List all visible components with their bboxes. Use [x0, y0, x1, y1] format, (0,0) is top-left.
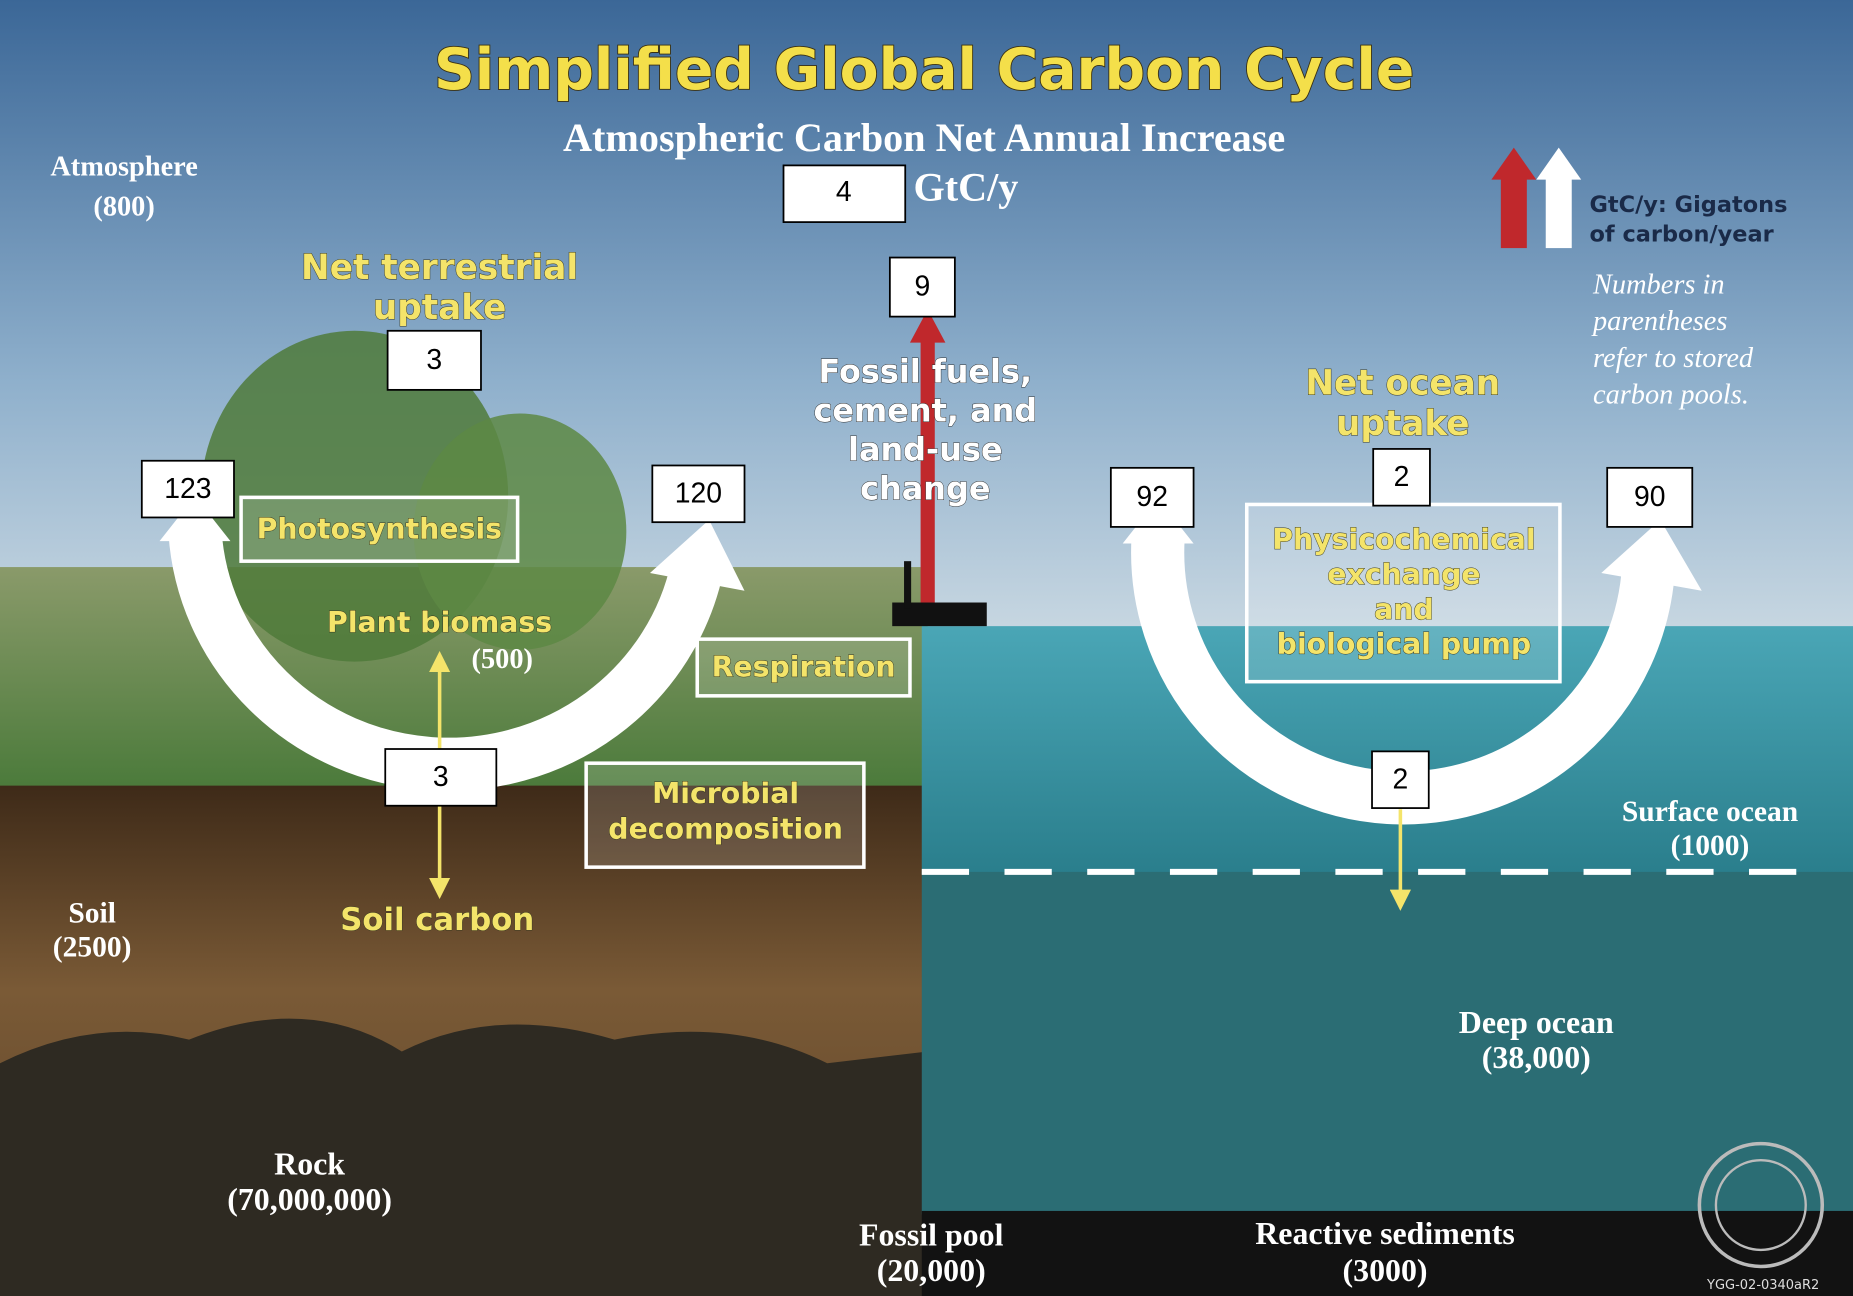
flow-label: Net ocean	[1305, 364, 1500, 404]
flow-box	[782, 164, 907, 223]
flow-box	[1109, 466, 1195, 528]
note-line: Numbers in	[1592, 270, 1725, 301]
flow-box	[384, 748, 498, 807]
process-label: biological pump	[1277, 628, 1532, 661]
flow-label: uptake	[373, 288, 507, 328]
flow-label: uptake	[1336, 404, 1470, 444]
flow-box	[888, 256, 956, 318]
flow-label: cement, and	[813, 391, 1037, 429]
pool-amount: (70,000,000)	[227, 1182, 392, 1217]
pool-amount: (500)	[472, 644, 533, 675]
pool-amount: (1000)	[1671, 830, 1750, 862]
flow-label: Net terrestrial	[301, 248, 578, 288]
note-line: parentheses	[1591, 306, 1727, 337]
process-label: exchange	[1327, 558, 1480, 591]
pool-name: Soil	[68, 897, 116, 929]
process-label: Soil carbon	[340, 902, 534, 938]
flow-label: Fossil fuels,	[819, 352, 1033, 390]
title: Simplified Global Carbon Cycle	[434, 37, 1414, 103]
pool-amount: (38,000)	[1482, 1040, 1591, 1075]
note-line: refer to stored	[1593, 343, 1754, 374]
flow-box	[386, 329, 482, 391]
unit: GtC/y	[914, 165, 1019, 210]
note-line: carbon pools.	[1593, 379, 1749, 410]
flow-box	[651, 464, 746, 524]
flow-value: 3	[433, 761, 449, 793]
pool-name: Fossil pool	[859, 1217, 1004, 1252]
process-label: and	[1374, 593, 1434, 626]
pool-name: Plant biomass	[327, 606, 552, 639]
code: YGG-02-0340aR2	[1706, 1278, 1819, 1293]
flow-box	[1371, 750, 1430, 809]
pool-amount: (3000)	[1343, 1253, 1428, 1288]
pool-name: Surface ocean	[1622, 796, 1798, 828]
pool-name: Deep ocean	[1459, 1005, 1614, 1040]
pool-amount: (800)	[93, 192, 154, 223]
flow-label: change	[860, 469, 990, 507]
process-label: Microbial	[652, 777, 799, 810]
flow-box	[140, 459, 235, 519]
flow-value: 120	[675, 477, 722, 509]
legend: GtC/y: Gigatons	[1589, 192, 1787, 218]
pool-amount: (2500)	[53, 932, 132, 964]
process-label: Photosynthesis	[257, 512, 502, 545]
flow-value: 9	[914, 271, 930, 303]
process-label: Physicochemical	[1272, 523, 1535, 556]
process-label: Respiration	[712, 651, 896, 684]
flow-value: 4	[836, 176, 852, 208]
flow-value: 3	[426, 344, 442, 376]
flow-value: 2	[1394, 461, 1410, 493]
flow-value: 92	[1136, 481, 1168, 513]
flow-value: 90	[1634, 481, 1666, 513]
flow-box	[1372, 448, 1431, 507]
pool-name: Rock	[274, 1147, 345, 1182]
flow-value: 2	[1393, 763, 1409, 795]
pool-amount: (20,000)	[877, 1253, 986, 1288]
flow-label: land-use	[848, 430, 1003, 468]
legend: of carbon/year	[1589, 222, 1773, 248]
flow-box	[1606, 466, 1694, 528]
subtitle: Atmospheric Carbon Net Annual Increase	[563, 115, 1285, 160]
flow-value: 123	[164, 473, 211, 505]
pool-name: Atmosphere	[50, 151, 198, 182]
pool-name: Reactive sediments	[1255, 1216, 1515, 1251]
process-label: decomposition	[608, 813, 843, 846]
note: Numbers in parentheses refer to stored carb…	[1591, 270, 1754, 411]
